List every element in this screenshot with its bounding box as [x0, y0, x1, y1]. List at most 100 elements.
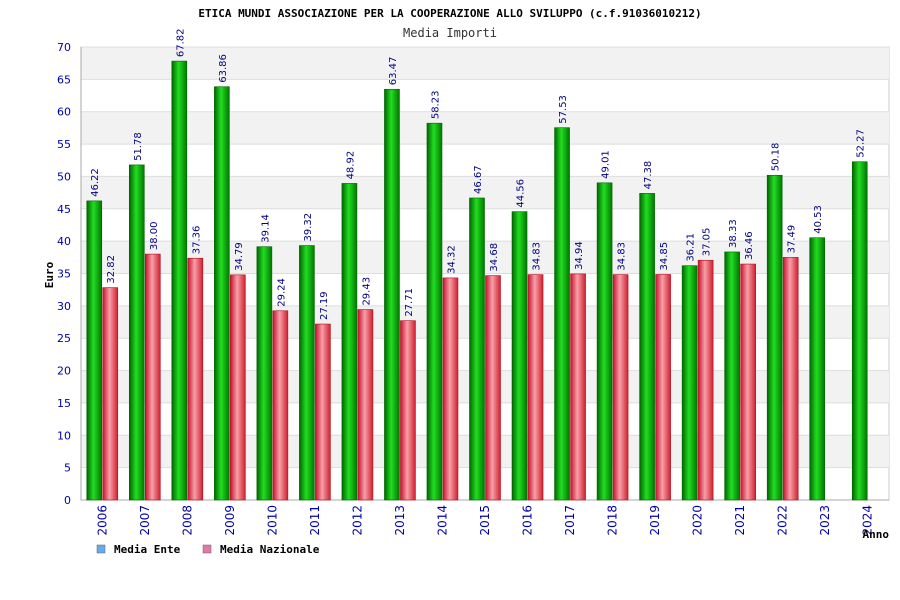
value-label-media-nazionale: 34.32 — [446, 245, 457, 274]
legend: Media Ente Media Nazionale — [96, 543, 320, 556]
value-label-media-nazionale: 37.05 — [702, 228, 713, 257]
x-tick-label: 2009 — [223, 505, 237, 536]
y-tick-label: 50 — [57, 170, 71, 183]
value-label-media-ente: 63.47 — [388, 57, 399, 86]
y-tick-label: 20 — [57, 365, 71, 378]
bar-media-ente — [171, 60, 188, 501]
bar-media-nazionale — [144, 253, 161, 501]
bar-media-ente — [511, 211, 528, 501]
y-tick-label: 35 — [57, 268, 71, 281]
x-tick-label: 2020 — [691, 505, 705, 536]
x-tick-label: 2010 — [265, 505, 279, 536]
value-label-media-nazionale: 32.82 — [106, 255, 117, 284]
bar-media-ente — [851, 161, 868, 501]
y-tick-label: 0 — [64, 494, 71, 507]
bars — [86, 60, 868, 501]
y-tick-label: 25 — [57, 332, 71, 345]
y-tick-label: 65 — [57, 73, 71, 86]
y-axis-ticks: 0 5 10 15 20 25 30 35 40 45 50 55 60 65 70 — [57, 41, 71, 507]
value-label-media-ente: 39.32 — [303, 213, 314, 242]
value-label-media-ente: 57.53 — [558, 95, 569, 124]
value-label-media-nazionale: 34.68 — [489, 243, 500, 272]
bar-media-nazionale — [570, 273, 586, 501]
legend-label-media-ente: Media Ente — [114, 543, 181, 556]
value-label-media-ente: 63.86 — [218, 54, 229, 83]
x-tick-label: 2012 — [350, 505, 364, 536]
bar-media-nazionale — [612, 274, 629, 501]
bar-media-ente — [681, 265, 698, 501]
value-label-media-ente: 36.21 — [686, 233, 697, 262]
value-label-media-ente: 38.33 — [728, 219, 739, 248]
bar-media-nazionale — [315, 323, 331, 501]
value-label-media-ente: 48.92 — [345, 151, 356, 180]
legend-label-media-nazionale: Media Nazionale — [220, 543, 320, 556]
bar-media-ente — [341, 183, 358, 501]
legend-swatch-media-nazionale — [202, 544, 212, 554]
value-label-media-ente: 50.18 — [771, 143, 782, 172]
bar-media-nazionale — [740, 263, 756, 501]
value-label-media-ente: 67.82 — [175, 28, 186, 57]
bar-media-nazionale — [697, 259, 714, 501]
x-tick-label: 2023 — [818, 505, 832, 536]
x-tick-label: 2008 — [180, 505, 194, 536]
value-label-media-nazionale: 29.43 — [361, 277, 372, 306]
value-label-media-nazionale: 27.19 — [319, 291, 330, 320]
y-tick-label: 40 — [57, 235, 71, 248]
bar-media-ente — [299, 245, 315, 501]
value-label-media-nazionale: 36.46 — [744, 231, 755, 260]
value-label-media-ente: 44.56 — [516, 179, 527, 208]
chart-subtitle: Media Importi — [403, 26, 497, 40]
value-label-media-ente: 58.23 — [430, 91, 441, 120]
value-label-media-nazionale: 34.83 — [617, 242, 628, 271]
x-axis-ticks: 2006 2007 2008 2009 2010 2011 2012 2013 2014 2015… — [95, 505, 874, 536]
y-tick-label: 15 — [57, 397, 71, 410]
y-tick-label: 5 — [64, 462, 71, 475]
x-tick-label: 2015 — [478, 505, 492, 536]
x-tick-label: 2006 — [95, 505, 109, 536]
value-labels: 46.22 32.82 51.78 38.00 67.82 37.36 63.86 34.79… — [90, 28, 866, 320]
value-label-media-nazionale: 34.85 — [659, 242, 670, 271]
bar-media-ente — [384, 88, 400, 501]
value-label-media-nazionale: 37.49 — [787, 225, 798, 254]
bar-media-nazionale — [485, 275, 501, 501]
grid-band — [81, 47, 889, 80]
x-tick-label: 2017 — [563, 505, 577, 536]
y-axis-label: Euro — [43, 261, 56, 288]
bar-media-ente — [426, 122, 443, 501]
x-tick-label: 2022 — [776, 505, 790, 536]
x-tick-label: 2011 — [308, 505, 322, 536]
value-label-media-ente: 46.67 — [473, 165, 484, 194]
value-label-media-ente: 39.14 — [260, 214, 271, 243]
bar-media-ente — [766, 174, 783, 501]
value-label-media-nazionale: 34.79 — [234, 242, 245, 271]
value-label-media-nazionale: 38.00 — [149, 221, 160, 250]
legend-swatch-media-ente — [96, 544, 106, 554]
y-tick-label: 30 — [57, 300, 71, 313]
value-label-media-ente: 49.01 — [601, 150, 612, 179]
bar-media-ente — [214, 86, 230, 501]
value-label-media-nazionale: 27.71 — [404, 288, 415, 317]
y-tick-label: 55 — [57, 138, 71, 151]
bar-media-ente — [128, 164, 145, 501]
x-tick-label: 2018 — [606, 505, 620, 536]
x-tick-label: 2007 — [138, 505, 152, 536]
y-tick-label: 60 — [57, 106, 71, 119]
value-label-media-nazionale: 34.94 — [574, 241, 585, 270]
grid-band — [81, 111, 889, 145]
bar-media-nazionale — [782, 257, 799, 501]
bar-media-ente — [256, 246, 273, 501]
bar-media-ente — [809, 237, 826, 501]
x-tick-label: 2014 — [435, 505, 449, 536]
value-label-media-nazionale: 37.36 — [191, 226, 202, 255]
bar-media-nazionale — [230, 274, 246, 501]
bar-media-nazionale — [102, 287, 119, 501]
value-label-media-ente: 52.27 — [856, 129, 867, 158]
bar-media-nazionale — [187, 257, 204, 501]
value-label-media-ente: 47.38 — [643, 161, 654, 190]
value-label-media-ente: 46.22 — [90, 168, 101, 197]
value-label-media-ente: 40.53 — [813, 205, 824, 234]
bar-media-ente — [469, 197, 485, 501]
x-tick-label: 2016 — [521, 505, 535, 536]
bar-media-nazionale — [655, 274, 671, 501]
